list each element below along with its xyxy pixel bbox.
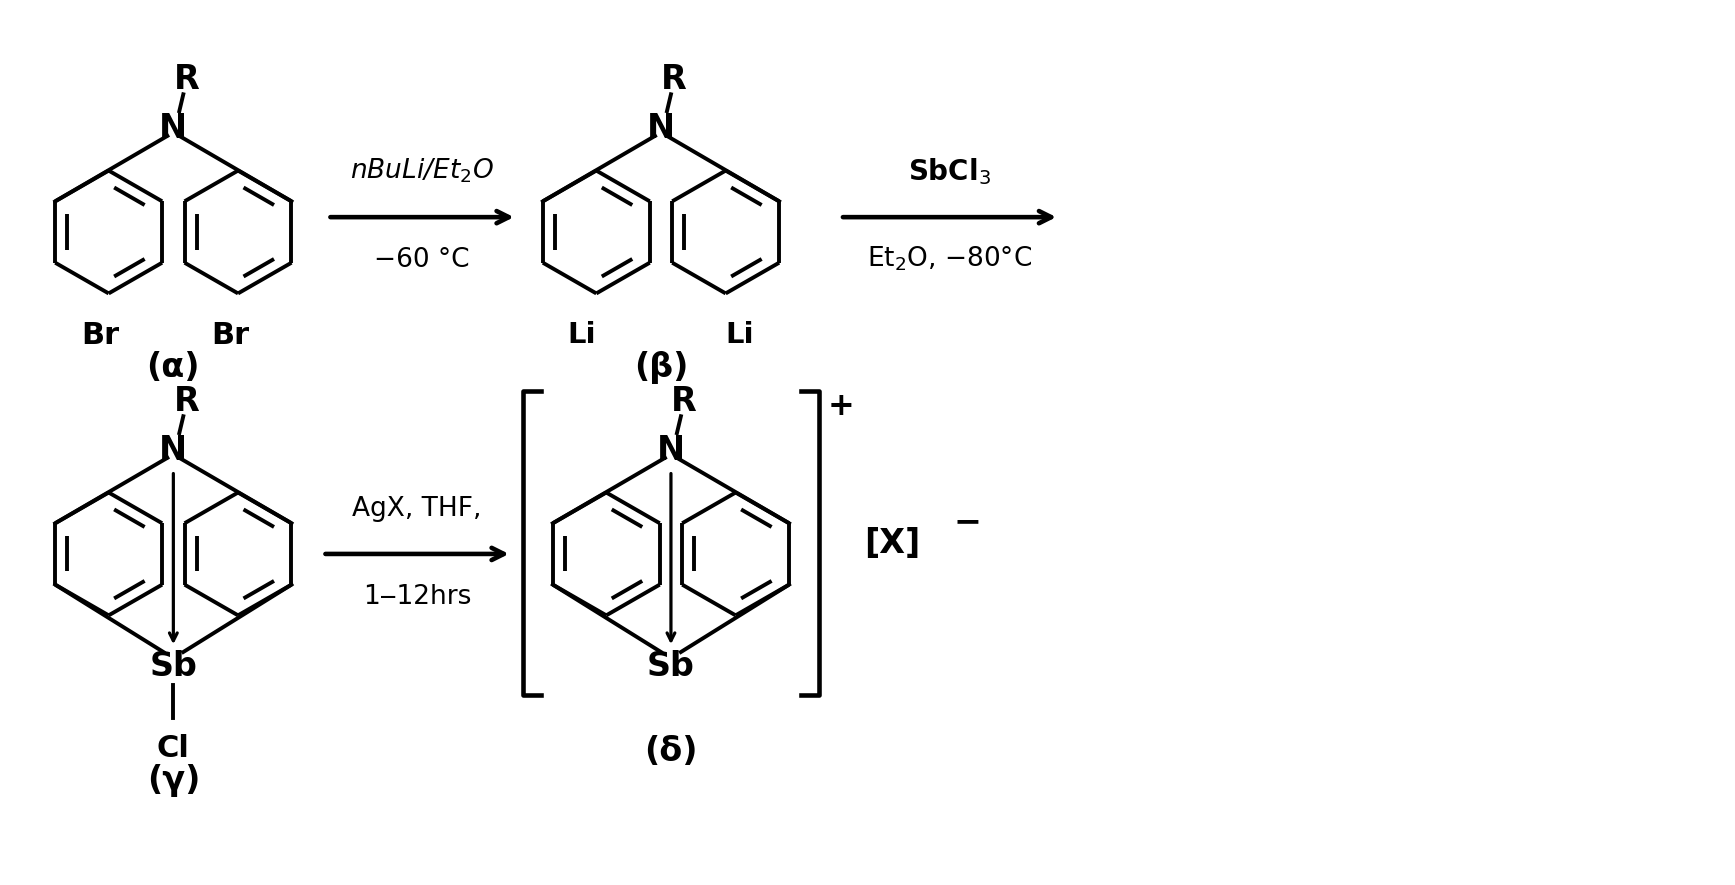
- Text: Br: Br: [82, 321, 120, 350]
- Text: Cl: Cl: [156, 735, 189, 763]
- Text: (δ): (δ): [644, 735, 697, 767]
- Text: −: −: [954, 504, 982, 538]
- Text: +: +: [828, 391, 854, 422]
- Text: 1‒12hrs: 1‒12hrs: [363, 584, 472, 610]
- Text: Li: Li: [725, 321, 755, 350]
- Text: Br: Br: [212, 321, 250, 350]
- Text: −60 °C: −60 °C: [375, 247, 470, 273]
- Text: [X]: [X]: [864, 527, 920, 559]
- Text: AgX, THF,: AgX, THF,: [352, 496, 482, 522]
- Text: (β): (β): [633, 351, 689, 384]
- Text: (α): (α): [146, 351, 200, 384]
- Text: (γ): (γ): [147, 765, 200, 797]
- Text: Et$_2$O, −80°C: Et$_2$O, −80°C: [868, 245, 1032, 273]
- Text: N: N: [658, 435, 685, 467]
- Text: Sb: Sb: [647, 650, 696, 683]
- Text: R: R: [671, 385, 697, 418]
- Text: Li: Li: [567, 321, 597, 350]
- Text: SbCl$_3$: SbCl$_3$: [907, 157, 991, 188]
- Text: R: R: [174, 63, 200, 96]
- Text: R: R: [174, 385, 200, 418]
- Text: N: N: [160, 435, 187, 467]
- Text: N: N: [160, 112, 187, 145]
- Text: R: R: [661, 63, 687, 96]
- Text: Sb: Sb: [149, 650, 198, 683]
- Text: $n$BuLi/Et$_2$O: $n$BuLi/Et$_2$O: [350, 157, 494, 186]
- Text: N: N: [647, 112, 675, 145]
